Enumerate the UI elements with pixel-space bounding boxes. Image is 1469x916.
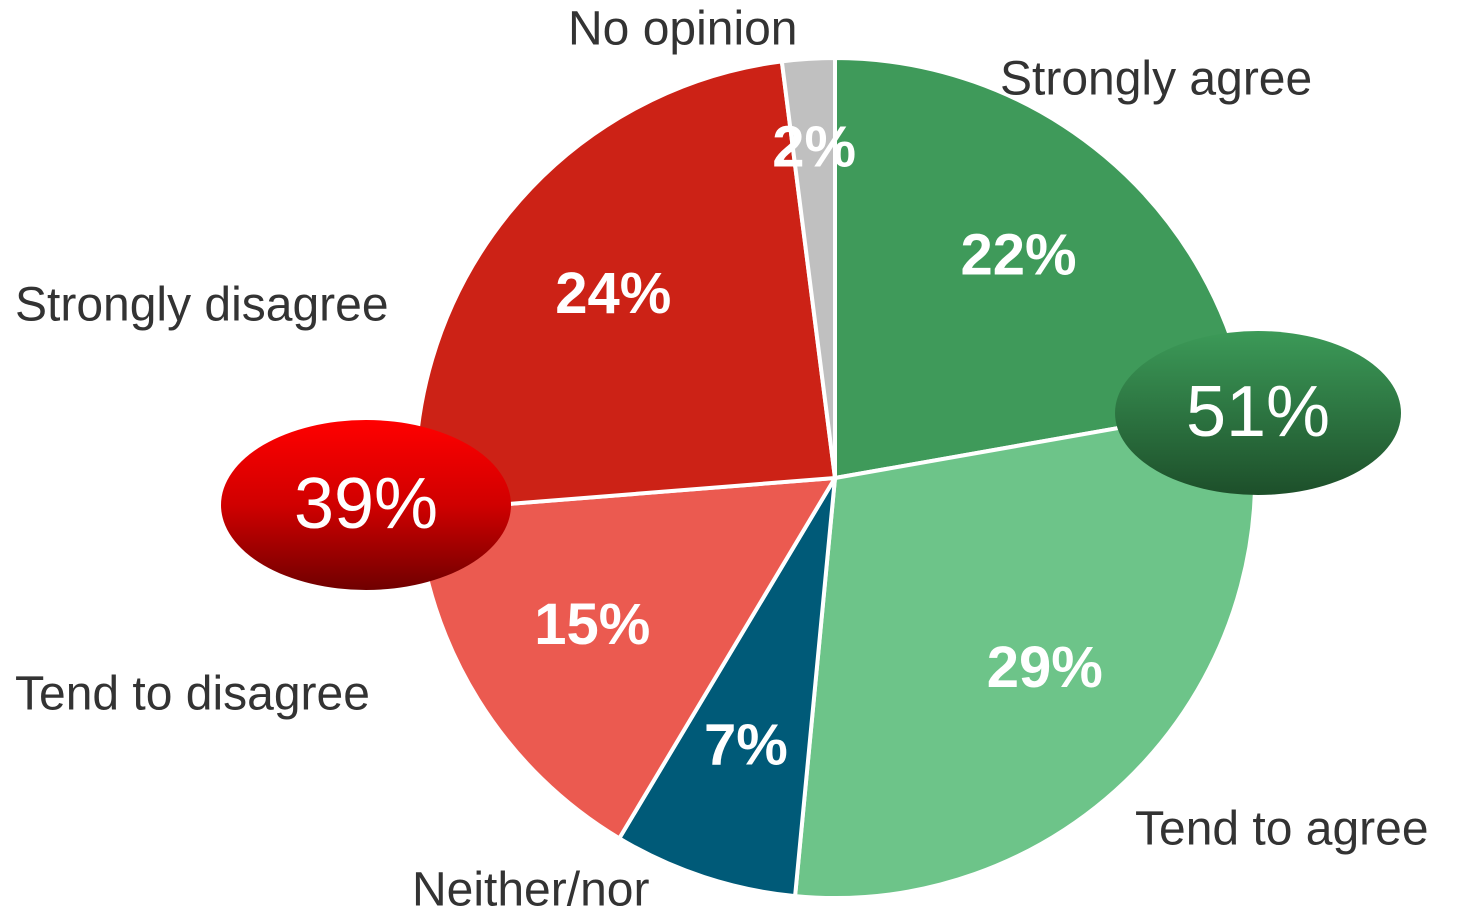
slice-label: 2%	[772, 114, 856, 179]
pie-slice	[779, 55, 837, 479]
slice-label: 7%	[704, 713, 788, 778]
category-label: Strongly agree	[1000, 53, 1312, 106]
pie-slice	[792, 402, 1257, 900]
category-label: Tend to disagree	[15, 668, 370, 721]
category-label: Neither/nor	[412, 864, 649, 916]
total-label: 39%	[294, 464, 438, 544]
slice-label: 15%	[534, 592, 650, 657]
total-bubble	[1115, 331, 1401, 495]
slice-label: 29%	[987, 635, 1103, 700]
category-label: Strongly disagree	[15, 279, 389, 332]
total-label: 51%	[1186, 372, 1330, 452]
category-label: No opinion	[568, 3, 798, 56]
slice-label: 24%	[555, 261, 671, 326]
pie-slice	[616, 476, 837, 899]
total-bubble	[221, 420, 511, 590]
category-label: Tend to agree	[1135, 803, 1429, 856]
slice-label: 22%	[961, 223, 1077, 288]
